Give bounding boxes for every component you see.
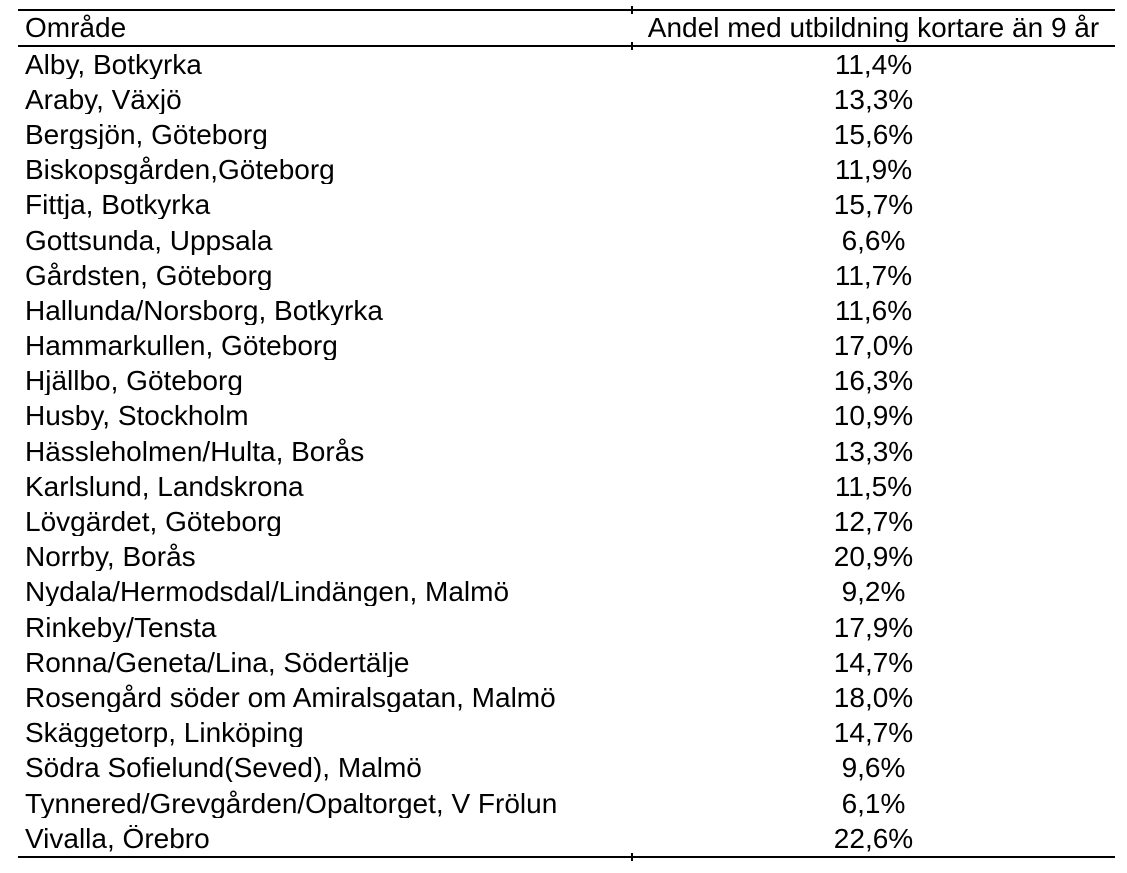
value-cell: 15,7% — [833, 191, 914, 220]
value-cell: 15,6% — [833, 120, 914, 149]
area-cell: Karlslund, Landskrona — [25, 472, 304, 501]
area-cell: Lövgärdet, Göteborg — [25, 508, 282, 537]
value-cell: 13,3% — [833, 85, 914, 114]
table-row: Fittja, Botkyrka 15,7% — [18, 188, 1115, 223]
area-cell: Skäggetorp, Linköping — [25, 719, 304, 748]
area-cell: Fittja, Botkyrka — [25, 191, 211, 220]
area-cell: Araby, Växjö — [25, 85, 182, 114]
value-cell: 11,9% — [834, 156, 913, 185]
column-header-omrade: Område — [25, 14, 127, 42]
table-row: Rinkeby/Tensta 17,9% — [18, 610, 1115, 645]
table-row: Gårdsten, Göteborg 11,7% — [18, 258, 1115, 293]
value-cell: 11,4% — [834, 50, 913, 79]
area-cell: Hässleholmen/Hulta, Borås — [25, 437, 365, 466]
table-row: Husby, Stockholm 10,9% — [18, 399, 1115, 434]
value-cell: 14,7% — [833, 648, 914, 677]
table-header-row: Område Andel med utbildning kortare än 9… — [18, 11, 1115, 47]
column-divider-tick-bottom — [631, 853, 633, 862]
area-cell: Rinkeby/Tensta — [25, 613, 217, 642]
table-row: Gottsunda, Uppsala 6,6% — [18, 223, 1115, 258]
table-row: Hammarkullen, Göteborg 17,0% — [18, 329, 1115, 364]
value-cell: 20,9% — [833, 543, 914, 572]
table-row: Araby, Växjö 13,3% — [18, 82, 1115, 117]
table-body: Alby, Botkyrka 11,4% Araby, Växjö 13,3% Berg… — [18, 47, 1115, 856]
value-cell: 14,7% — [833, 719, 914, 748]
value-cell: 11,5% — [834, 472, 913, 501]
area-cell: Norrby, Borås — [25, 543, 196, 572]
column-divider-tick-top — [631, 6, 633, 14]
area-cell: Hjällbo, Göteborg — [25, 367, 243, 396]
area-cell: Husby, Stockholm — [25, 402, 249, 431]
value-cell: 11,7% — [834, 261, 913, 290]
table-row: Hjällbo, Göteborg 16,3% — [18, 364, 1115, 399]
table-row: Alby, Botkyrka 11,4% — [18, 47, 1115, 82]
table-row: Rosengård söder om Amiralsgatan, Malmö 18… — [18, 680, 1115, 715]
table-row: Hallunda/Norsborg, Botkyrka 11,6% — [18, 293, 1115, 328]
table-row: Karlslund, Landskrona 11,5% — [18, 469, 1115, 504]
area-cell: Södra Sofielund(Seved), Malmö — [25, 754, 422, 783]
table-row: Lövgärdet, Göteborg 12,7% — [18, 504, 1115, 539]
area-cell: Biskopsgården,Göteborg — [25, 156, 335, 185]
value-cell: 6,1% — [841, 789, 906, 818]
table-row: Ronna/Geneta/Lina, Södertälje 14,7% — [18, 645, 1115, 680]
table-row: Skäggetorp, Linköping 14,7% — [18, 716, 1115, 751]
table-row: Norrby, Borås 20,9% — [18, 540, 1115, 575]
table-row: Tynnered/Grevgården/Opaltorget, V Frölun… — [18, 786, 1115, 821]
area-cell: Rosengård söder om Amiralsgatan, Malmö — [25, 683, 556, 712]
value-cell: 10,9% — [833, 402, 914, 431]
table-row: Biskopsgården,Göteborg 11,9% — [18, 153, 1115, 188]
value-cell: 17,0% — [833, 332, 914, 361]
area-cell: Gottsunda, Uppsala — [25, 226, 273, 255]
table-row: Nydala/Hermodsdal/Lindängen, Malmö 9,2% — [18, 575, 1115, 610]
education-share-table: Område Andel med utbildning kortare än 9… — [18, 6, 1115, 862]
value-cell: 17,9% — [833, 613, 914, 642]
value-cell: 12,7% — [833, 508, 914, 537]
table-row: Vivalla, Örebro 22,6% — [18, 821, 1115, 856]
value-cell: 13,3% — [833, 437, 914, 466]
column-divider-tick-header — [631, 42, 633, 50]
value-cell: 11,6% — [834, 296, 913, 325]
value-cell: 18,0% — [833, 683, 914, 712]
value-cell: 9,6% — [841, 754, 906, 783]
area-cell: Hallunda/Norsborg, Botkyrka — [25, 296, 383, 325]
table-row: Hässleholmen/Hulta, Borås 13,3% — [18, 434, 1115, 469]
area-cell: Vivalla, Örebro — [25, 824, 210, 853]
area-cell: Tynnered/Grevgården/Opaltorget, V Frölun — [25, 789, 558, 818]
table-row: Södra Sofielund(Seved), Malmö 9,6% — [18, 751, 1115, 786]
column-header-andel-utbildning: Andel med utbildning kortare än 9 år — [647, 14, 1100, 42]
area-cell: Alby, Botkyrka — [25, 50, 202, 79]
area-cell: Bergsjön, Göteborg — [25, 120, 268, 149]
area-cell: Ronna/Geneta/Lina, Södertälje — [25, 648, 410, 677]
area-cell: Nydala/Hermodsdal/Lindängen, Malmö — [25, 578, 510, 607]
table-row: Bergsjön, Göteborg 15,6% — [18, 117, 1115, 152]
area-cell: Hammarkullen, Göteborg — [25, 332, 338, 361]
value-cell: 16,3% — [833, 367, 914, 396]
value-cell: 9,2% — [841, 578, 906, 607]
area-cell: Gårdsten, Göteborg — [25, 261, 273, 290]
value-cell: 6,6% — [841, 226, 906, 255]
value-cell: 22,6% — [833, 824, 914, 853]
